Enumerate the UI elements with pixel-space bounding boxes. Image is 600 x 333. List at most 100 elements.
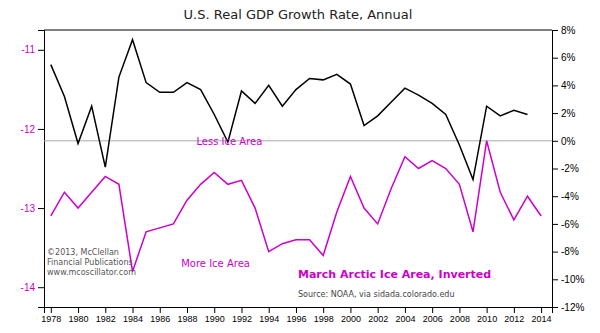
- tick-label: -12: [21, 124, 36, 135]
- tick-label: -12%: [561, 302, 584, 313]
- tick-label: -2%: [561, 163, 579, 174]
- tick: 0%: [552, 136, 576, 147]
- tick-mark: [541, 307, 542, 313]
- y2-axis-line: [553, 31, 559, 308]
- tick-label: 1990: [205, 314, 225, 324]
- tick-mark: [269, 307, 270, 313]
- chart: 1978 1980 1982 1984 1986 1988 1990 1992 1994 1996…: [0, 0, 600, 333]
- tick: -12: [21, 124, 44, 135]
- tick-label: 1996: [286, 314, 306, 324]
- tick-label: 2006: [423, 314, 443, 324]
- tick-label: 4%: [561, 80, 576, 91]
- frame: [44, 30, 552, 31]
- tick: -14: [21, 282, 44, 293]
- tick-mark: [432, 307, 433, 313]
- subtitle: March Arctic Ice Area, Inverted: [298, 268, 491, 281]
- series-line: [51, 40, 528, 180]
- tick: -13: [21, 203, 44, 214]
- tick-mark: [552, 224, 558, 225]
- tick-label: 2004: [395, 314, 415, 324]
- x-axis-line: [45, 308, 553, 314]
- tick-label: 2000: [341, 314, 361, 324]
- tick: 2012: [504, 307, 524, 324]
- tick-mark: [51, 307, 52, 313]
- tick: 2%: [552, 108, 576, 119]
- tick-label: 0%: [561, 136, 576, 147]
- tick: 2010: [477, 307, 497, 324]
- marks: [44, 40, 552, 272]
- tick-label: 2010: [477, 314, 497, 324]
- tick: 1982: [96, 307, 116, 324]
- tick-mark: [552, 58, 558, 59]
- tick-mark: [214, 307, 215, 313]
- tick-label: -14: [21, 282, 36, 293]
- tick-mark: [552, 85, 558, 86]
- tick: -4%: [552, 191, 579, 202]
- tick-label: 1984: [123, 314, 143, 324]
- tick-label: 6%: [561, 52, 576, 63]
- tick-mark: [38, 287, 44, 288]
- tick: 2002: [368, 307, 388, 324]
- annotation-line: Less Ice Area: [196, 136, 262, 147]
- plot: 1978 1980 1982 1984 1986 1988 1990 1992 1994 1996…: [21, 25, 585, 325]
- tick: -11: [21, 44, 44, 55]
- tick: 1992: [232, 307, 252, 324]
- tick: 1994: [259, 307, 279, 324]
- tick: 8%: [552, 25, 576, 36]
- tick-mark: [552, 30, 558, 31]
- tick-label: 1982: [96, 314, 116, 324]
- tick: -6%: [552, 219, 579, 230]
- tick-mark: [552, 169, 558, 170]
- tick-label: 2014: [532, 314, 552, 324]
- tick: 1986: [150, 307, 170, 324]
- tick-mark: [38, 129, 44, 130]
- tick-mark: [38, 50, 44, 51]
- tick: 6%: [552, 52, 576, 63]
- tick-label: 1992: [232, 314, 252, 324]
- annotation: ©2013, McClellanFinancial Publicationsww…: [47, 248, 136, 277]
- annotation-line: Financial Publications: [47, 258, 133, 267]
- tick-mark: [133, 307, 134, 313]
- tick: 1988: [177, 307, 197, 324]
- tick-mark: [296, 307, 297, 313]
- x-axis: 1978 1980 1982 1984 1986 1988 1990 1992 1994 1996…: [41, 307, 552, 324]
- tick-label: -8%: [561, 246, 579, 257]
- tick: 1980: [69, 307, 89, 324]
- tick-mark: [552, 279, 558, 280]
- tick-mark: [187, 307, 188, 313]
- tick: 1996: [286, 307, 306, 324]
- tick-label: 1994: [259, 314, 279, 324]
- annotations: March Arctic Ice Area, Inverted Less Ice …: [47, 136, 491, 299]
- tick-label: 1980: [69, 314, 89, 324]
- tick: -8%: [552, 246, 579, 257]
- y-axis: -11 -12 -13 -14: [21, 31, 45, 308]
- tick-mark: [160, 307, 161, 313]
- tick: -12%: [552, 302, 584, 313]
- tick-mark: [487, 307, 488, 313]
- tick-mark: [241, 307, 242, 313]
- series-line: [51, 141, 541, 272]
- tick-mark: [378, 307, 379, 313]
- tick-mark: [552, 252, 558, 253]
- tick-mark: [552, 196, 558, 197]
- tick-label: -11: [21, 44, 35, 55]
- annotation: Source: NOAA, via sidada.colorado.edu: [298, 290, 454, 299]
- tick-label: -10%: [561, 274, 584, 285]
- tick: 4%: [552, 80, 576, 91]
- tick-label: 1998: [314, 314, 334, 324]
- tick: 1998: [314, 307, 334, 324]
- tick-label: 2002: [368, 314, 388, 324]
- tick-mark: [78, 307, 79, 313]
- tick-label: 2%: [561, 108, 576, 119]
- tick-label: -4%: [561, 191, 579, 202]
- tick-mark: [350, 307, 351, 313]
- tick-mark: [552, 113, 558, 114]
- annotation-line: ©2013, McClellan: [47, 248, 119, 257]
- tick-mark: [552, 141, 558, 142]
- y2-axis: 8% 6% 4% 2% 0% -2% -4% -6% -8% -10% -12%: [552, 25, 584, 313]
- tick-label: 8%: [561, 25, 576, 36]
- tick: 1978: [41, 307, 61, 324]
- tick: 2000: [341, 307, 361, 324]
- tick: -10%: [552, 274, 584, 285]
- annotation: Less Ice Area: [196, 136, 262, 147]
